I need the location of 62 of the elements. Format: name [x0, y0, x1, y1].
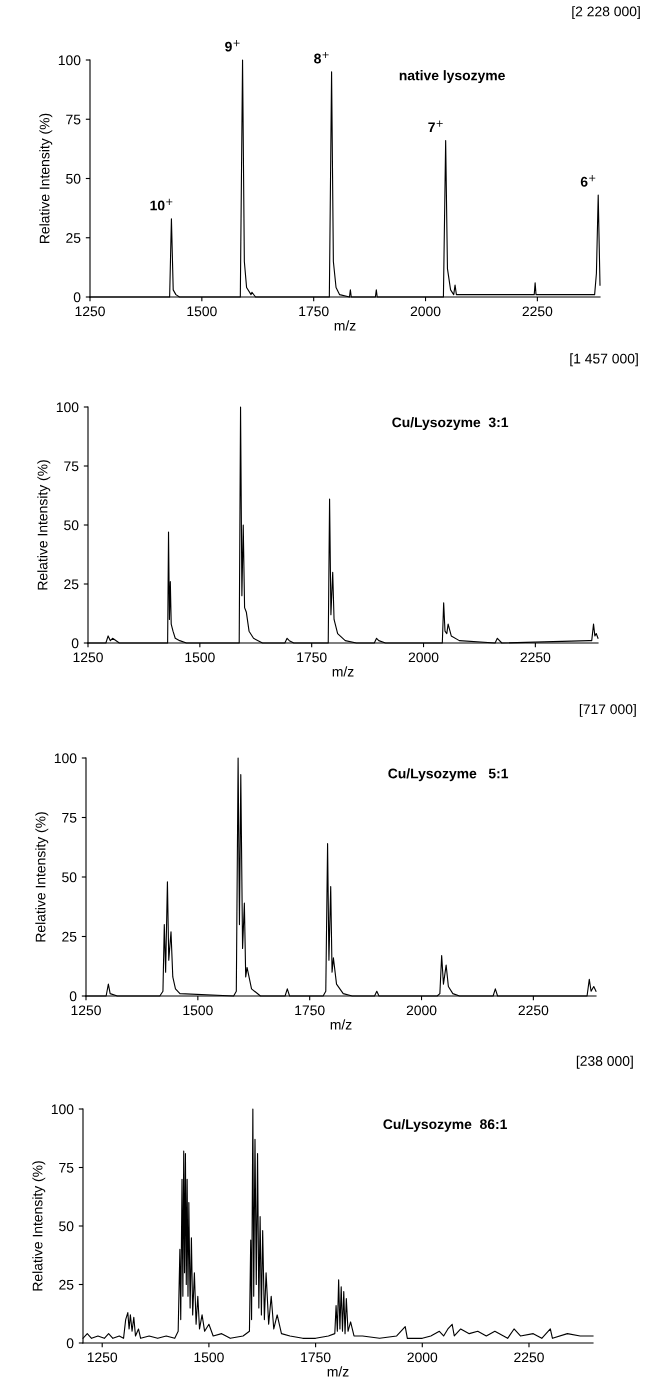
line-series: [82, 1108, 594, 1339]
y-tick-label: 25: [59, 1279, 74, 1290]
annotation: 10$^{+}$: [150, 198, 173, 211]
y-axis-title: Relative Intensity (%): [39, 113, 53, 243]
x-tick-label: 2000: [408, 652, 439, 663]
y-tick-label: 50: [62, 872, 77, 883]
y-tick-label: 25: [64, 579, 79, 590]
y-tick-label: 25: [62, 931, 77, 942]
annotation: 8$^{+}$: [314, 51, 329, 64]
x-tick-label: 1500: [194, 1352, 224, 1363]
x-tick-label: 1750: [299, 306, 329, 317]
y-tick-label: 75: [62, 812, 77, 823]
y-axis-title: Relative Intensity (%): [37, 460, 51, 590]
text: [1 457 000]: [570, 353, 638, 367]
text: [717 000]: [579, 703, 636, 717]
y-tick-label: 75: [64, 461, 79, 472]
y-tick-label: 0: [66, 1338, 74, 1349]
x-tick-label: 1500: [185, 652, 215, 663]
x-tick-label: 1500: [183, 1005, 213, 1016]
y-tick-label: 0: [69, 991, 77, 1002]
y-tick-label: 0: [71, 638, 79, 649]
x-tick-label: 1750: [295, 1005, 325, 1016]
x-tick-label: 1750: [301, 1352, 331, 1363]
annotation: 9$^{+}$: [225, 40, 240, 52]
annotation: 6$^{+}$: [580, 175, 596, 187]
x-axis-title: m/z: [334, 320, 356, 331]
y-tick-label: 50: [64, 520, 79, 531]
text: Cu/Lysozyme 5:1: [388, 768, 509, 782]
x-tick-label: 1750: [297, 652, 327, 663]
x-axis-title: m/z: [332, 666, 354, 677]
y-tick-label: 0: [73, 292, 81, 303]
y-tick-label: 100: [51, 1104, 74, 1115]
x-tick-label: 2000: [406, 1005, 437, 1016]
text: native lysozyme: [399, 70, 505, 84]
x-tick-label: 1250: [75, 306, 105, 317]
x-axis-title: m/z: [330, 1019, 352, 1030]
x-tick-label: 1250: [73, 652, 103, 663]
y-axis-title: Relative Intensity (%): [32, 1161, 46, 1291]
text: [238 000]: [576, 1055, 633, 1069]
y-tick-label: 100: [54, 753, 77, 764]
y-tick-label: 75: [66, 114, 81, 125]
x-tick-label: 1500: [187, 306, 217, 317]
text: [2 228 000]: [572, 6, 640, 20]
y-tick-label: 100: [56, 402, 79, 413]
x-axis-title: m/z: [327, 1366, 349, 1377]
annotation: 7$^{+}$: [428, 120, 443, 133]
y-tick-label: 75: [59, 1162, 74, 1173]
y-tick-label: 100: [58, 55, 81, 66]
x-tick-label: 1250: [87, 1352, 118, 1363]
y-tick-label: 25: [66, 233, 81, 243]
x-tick-label: 2250: [514, 1352, 544, 1363]
text: Cu/Lysozyme 3:1: [392, 417, 509, 430]
x-tick-label: 1250: [71, 1005, 101, 1016]
y-tick-label: 50: [66, 173, 81, 184]
y-tick-label: 50: [59, 1221, 74, 1232]
x-tick-label: 2250: [522, 306, 553, 317]
x-tick-label: 2000: [407, 1352, 438, 1363]
x-tick-label: 2250: [520, 652, 551, 663]
x-tick-label: 2250: [518, 1005, 549, 1016]
text: Cu/Lysozyme 86:1: [383, 1118, 507, 1132]
y-axis-title: Relative Intensity (%): [35, 812, 49, 942]
x-tick-label: 2000: [410, 306, 441, 317]
